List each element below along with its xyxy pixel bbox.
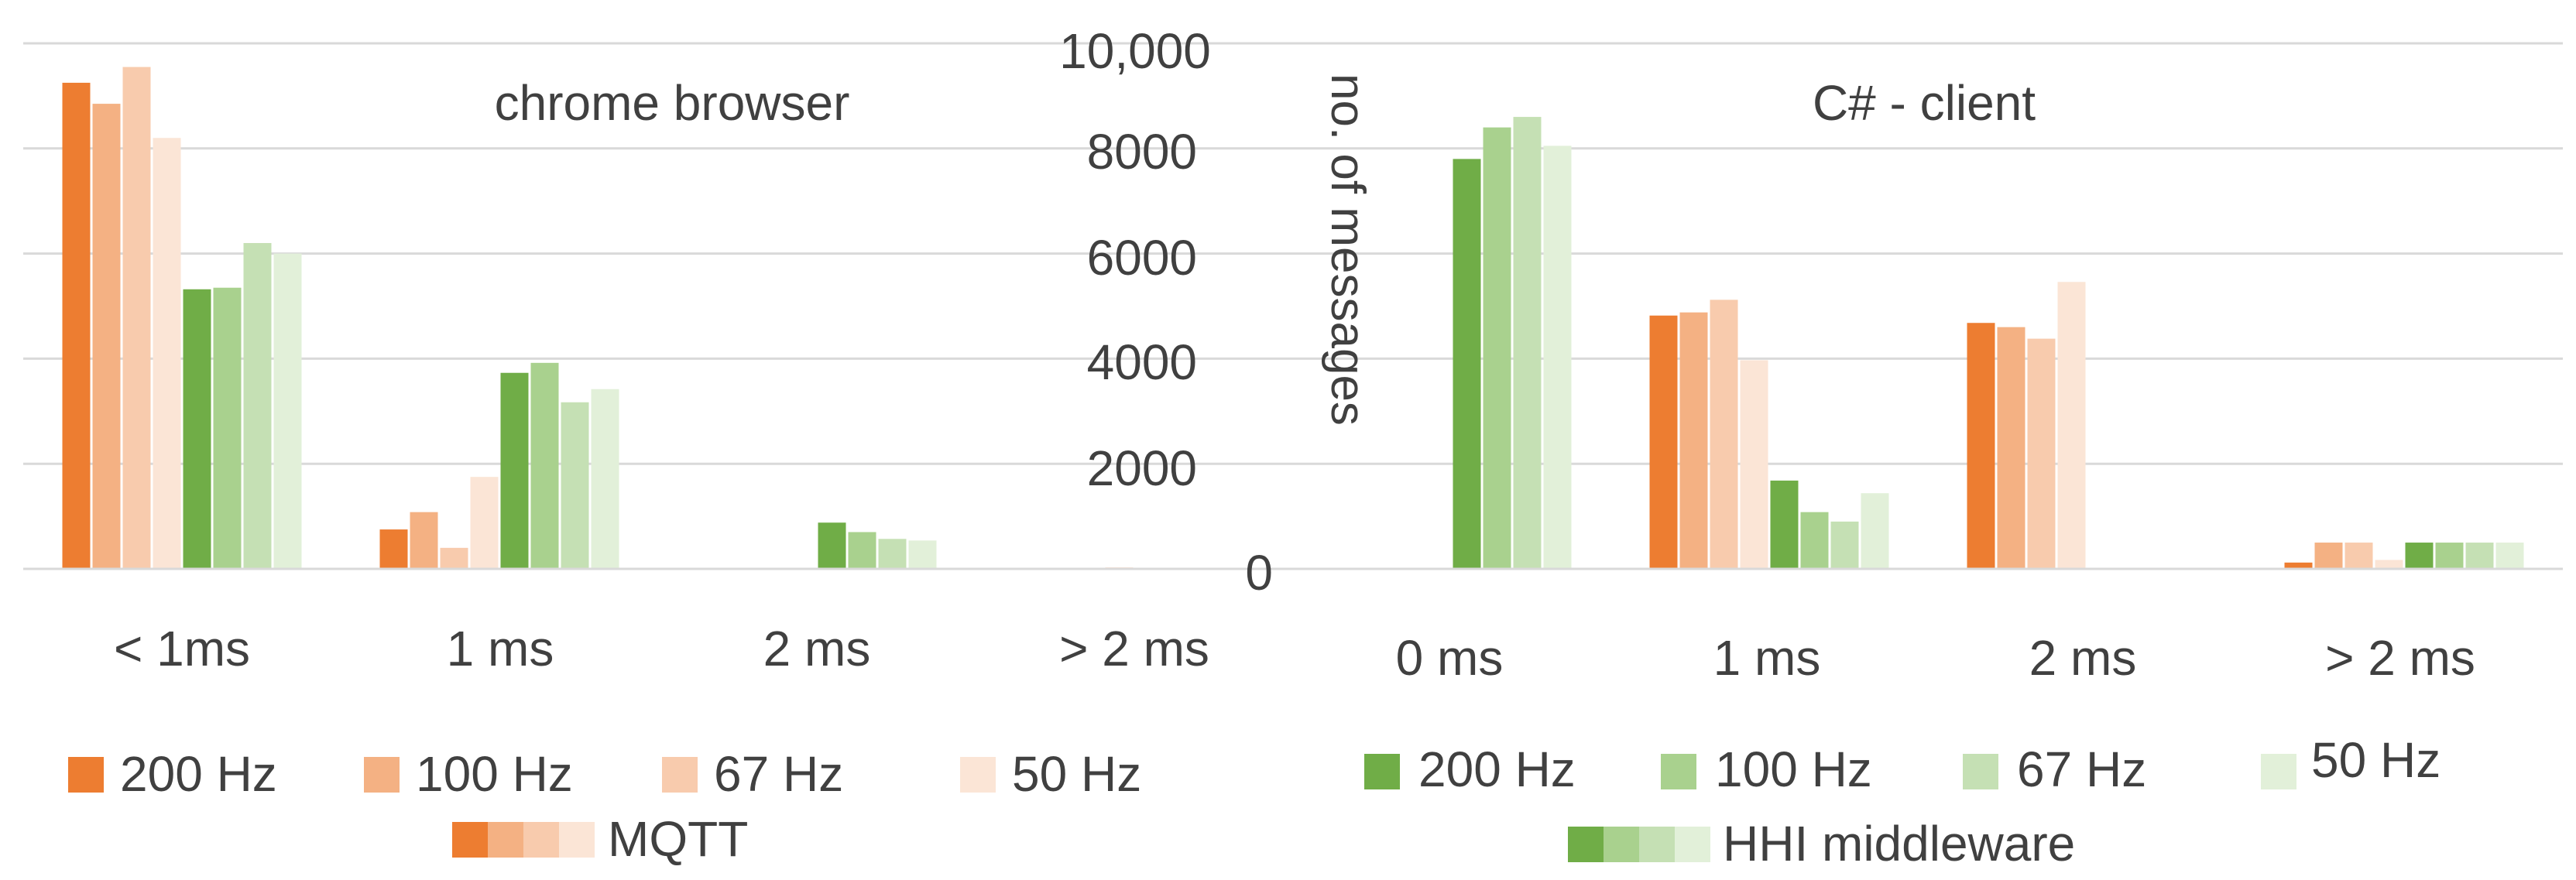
bar xyxy=(1649,315,1678,569)
bar xyxy=(2465,543,2494,569)
bar xyxy=(470,477,499,569)
legend-label: 50 Hz xyxy=(2311,732,2441,788)
x-tick-label: < 1ms xyxy=(114,621,250,676)
legend-swatch xyxy=(1963,754,1998,789)
bar xyxy=(1800,512,1829,569)
bar xyxy=(561,402,589,569)
legend-group-swatch xyxy=(1675,827,1710,862)
bar xyxy=(818,522,846,569)
bar xyxy=(2495,543,2524,569)
bar xyxy=(273,253,302,569)
y-tick-label: 6000 xyxy=(1087,230,1197,286)
legend-hhi: 200 Hz 100 Hz 67 Hz 50 Hz HHI middleware xyxy=(1364,732,2441,871)
legend-swatch xyxy=(1661,754,1696,789)
bar xyxy=(1830,521,1859,569)
bar xyxy=(848,532,876,569)
legend-group-swatch xyxy=(1604,827,1639,862)
bar xyxy=(1710,300,1738,569)
legend-swatch xyxy=(1364,754,1400,789)
legend-swatch xyxy=(960,757,996,793)
y-tick-label: 4000 xyxy=(1087,334,1197,390)
x-tick-label: 1 ms xyxy=(447,621,554,676)
x-tick-label: > 2 ms xyxy=(2325,630,2475,686)
y-tick-label: 2000 xyxy=(1087,440,1197,496)
bar xyxy=(440,547,468,569)
legend-label: 100 Hz xyxy=(1715,741,1872,797)
legend-label: 200 Hz xyxy=(120,746,277,802)
legend-label: 100 Hz xyxy=(416,746,573,802)
legend-swatch xyxy=(68,757,104,793)
legend-group-label: MQTT xyxy=(608,811,748,867)
legend-group-label: HHI middleware xyxy=(1723,816,2075,871)
bar xyxy=(1679,312,1708,569)
bar xyxy=(2027,338,2056,569)
x-tick-label: 1 ms xyxy=(1713,630,1821,686)
bar xyxy=(908,540,937,569)
bar xyxy=(1543,146,1572,569)
legend-group-swatch xyxy=(1568,827,1604,862)
bar xyxy=(2435,543,2464,569)
x-tick-label: 2 ms xyxy=(763,621,871,676)
x-tick-label: 0 ms xyxy=(1396,630,1504,686)
y-tick-label: 10,000 xyxy=(1059,23,1211,79)
bar xyxy=(1483,127,1511,569)
bar xyxy=(1770,480,1799,569)
bar xyxy=(153,138,181,570)
bar xyxy=(591,389,619,569)
bar xyxy=(1967,323,1995,569)
bar xyxy=(1453,159,1481,569)
bar xyxy=(92,104,121,569)
bar xyxy=(2375,560,2403,569)
legend-mqtt: 200 Hz 100 Hz 67 Hz 50 Hz MQTT xyxy=(68,746,1141,867)
bar xyxy=(379,529,408,569)
legend-group-swatch xyxy=(559,822,595,858)
legend-label: 67 Hz xyxy=(714,746,843,802)
bar xyxy=(2314,543,2343,569)
bar xyxy=(2344,543,2373,569)
bar xyxy=(500,372,529,569)
bar xyxy=(2405,543,2434,569)
bar xyxy=(1861,493,1889,569)
bar xyxy=(1997,327,2025,569)
legend-swatch xyxy=(2261,754,2296,789)
bar xyxy=(122,67,151,570)
chart-title-right: C# - client xyxy=(1813,75,2036,131)
y-tick-label: 0 xyxy=(1245,545,1273,601)
bar xyxy=(183,289,211,569)
x-tick-label: > 2 ms xyxy=(1059,621,1209,676)
legend-label: 67 Hz xyxy=(2017,741,2146,797)
bar xyxy=(878,539,907,569)
bar xyxy=(2284,562,2313,569)
bars xyxy=(62,67,2524,570)
chart-title-left: chrome browser xyxy=(495,75,850,131)
legend-label: 50 Hz xyxy=(1012,746,1141,802)
bar xyxy=(410,512,438,569)
bar xyxy=(213,287,242,569)
bar xyxy=(2057,282,2086,569)
bar xyxy=(530,362,559,569)
bar xyxy=(1513,117,1542,569)
gridlines xyxy=(23,42,2563,465)
legend-swatch xyxy=(364,757,400,793)
y-tick-label: 8000 xyxy=(1087,124,1197,180)
legend-swatch xyxy=(662,757,698,793)
legend-group-swatch xyxy=(1639,827,1675,862)
bar xyxy=(62,82,91,570)
bar xyxy=(243,243,272,569)
x-tick-label: 2 ms xyxy=(2029,630,2137,686)
bar xyxy=(1740,360,1768,569)
y-axis-title: no. of messages xyxy=(1321,74,1374,426)
legend-group-swatch xyxy=(488,822,523,858)
legend-group-swatch xyxy=(452,822,488,858)
legend-group-swatch xyxy=(523,822,559,858)
legend-label: 200 Hz xyxy=(1418,741,1576,797)
